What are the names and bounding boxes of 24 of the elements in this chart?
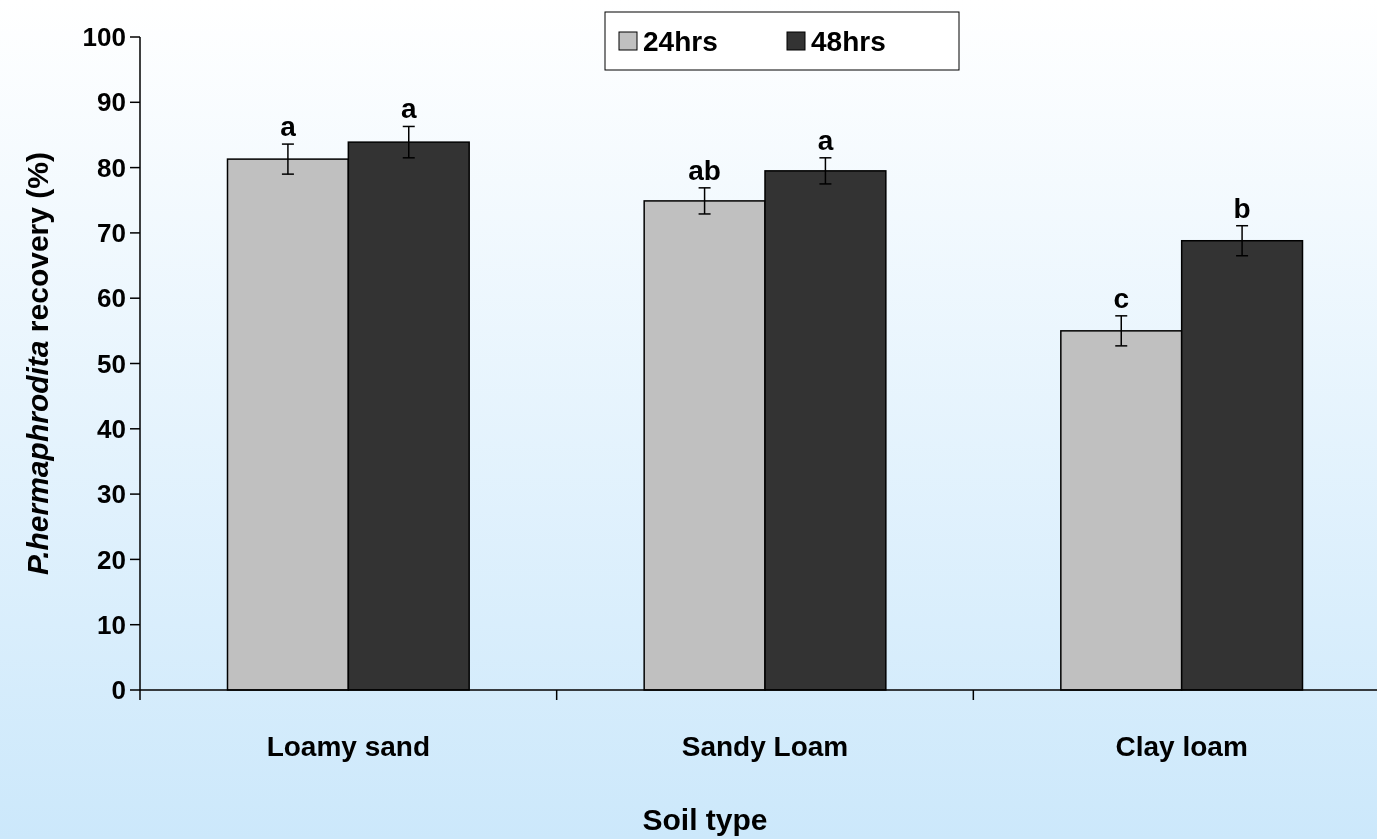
data-label: a: [400, 93, 417, 125]
data-label: a: [817, 124, 834, 156]
y-tick-label: 80: [97, 152, 126, 183]
y-tick-label: 40: [97, 413, 126, 444]
y-tick-label: 60: [97, 283, 126, 314]
y-tick-label: 100: [82, 22, 126, 53]
x-tick-label: Clay loam: [1115, 731, 1248, 762]
data-label: ab: [688, 154, 721, 186]
y-tick-label: 10: [97, 609, 126, 640]
x-tick-label: Loamy sand: [266, 731, 431, 762]
data-label: a: [280, 111, 297, 143]
data-label: c: [1113, 282, 1130, 314]
y-tick-label: 0: [111, 675, 126, 706]
y-tick-label: 50: [97, 348, 126, 379]
x-axis-title: Soil type: [642, 803, 768, 836]
data-label: b: [1233, 192, 1251, 224]
y-tick-label: 70: [97, 218, 126, 248]
y-axis-title: P.hermaphrodita recovery (%): [21, 152, 54, 575]
y-tick-label: 90: [97, 87, 126, 118]
y-tick-label: 20: [97, 544, 126, 575]
x-tick-label: Sandy Loam: [681, 731, 849, 762]
legend-label: 48hrs: [811, 26, 886, 57]
legend-label: 24hrs: [643, 26, 718, 57]
y-tick-label: 30: [97, 479, 126, 510]
